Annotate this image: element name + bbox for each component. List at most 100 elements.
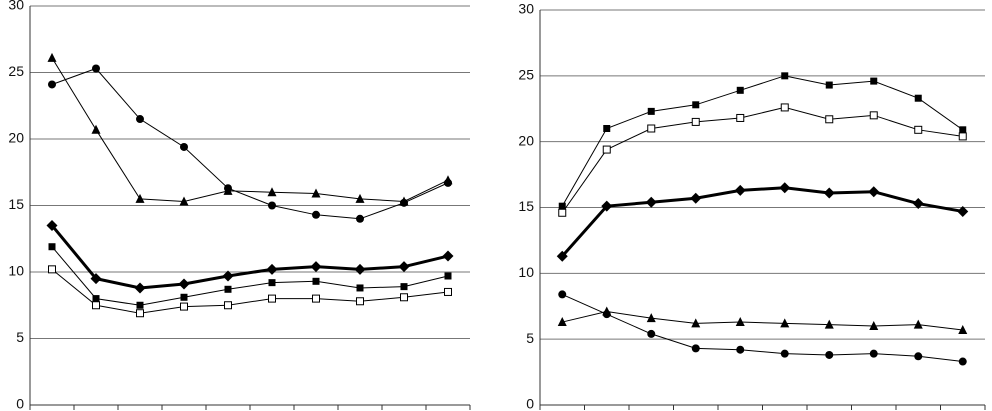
y-tick-label: 15 <box>518 198 534 214</box>
point <box>399 196 409 206</box>
point <box>310 261 322 273</box>
line <box>51 246 449 306</box>
point <box>267 187 277 197</box>
point <box>180 293 188 301</box>
point <box>224 285 232 293</box>
line <box>561 75 964 207</box>
point <box>47 52 57 62</box>
point <box>690 192 702 204</box>
point <box>266 263 278 275</box>
point <box>736 113 745 122</box>
point <box>957 205 969 217</box>
point <box>558 290 567 299</box>
point <box>134 282 146 294</box>
point <box>179 196 189 206</box>
line <box>562 293 963 363</box>
point <box>692 101 700 109</box>
point <box>869 111 878 120</box>
point <box>444 287 452 296</box>
point <box>48 80 56 89</box>
point <box>602 145 611 154</box>
point <box>868 186 880 198</box>
y-tick-label: 30 <box>8 0 24 13</box>
y-tick-label: 5 <box>526 330 534 346</box>
point <box>135 193 145 203</box>
point <box>914 94 922 102</box>
y-tick-label: 20 <box>518 132 534 148</box>
point <box>825 115 834 124</box>
point <box>355 193 365 203</box>
y-tick-label: 20 <box>8 130 24 146</box>
point <box>311 188 321 198</box>
point <box>92 64 100 73</box>
point <box>557 317 567 327</box>
line <box>51 57 449 203</box>
point <box>48 243 56 251</box>
point <box>92 295 100 303</box>
point <box>444 272 452 280</box>
point <box>736 86 744 94</box>
point <box>356 284 364 292</box>
point <box>90 273 102 285</box>
point <box>958 132 967 141</box>
point <box>647 124 656 133</box>
point <box>180 302 188 311</box>
y-tick-label: 10 <box>8 263 24 279</box>
point <box>398 261 410 273</box>
line <box>561 186 964 258</box>
point <box>913 319 923 329</box>
point <box>556 250 568 262</box>
point <box>136 115 144 124</box>
point <box>91 124 101 134</box>
point <box>734 184 746 196</box>
point <box>268 201 276 210</box>
y-tick-label: 30 <box>518 1 534 17</box>
point <box>223 185 233 195</box>
point <box>442 250 454 262</box>
point <box>312 210 320 219</box>
point <box>443 175 453 185</box>
point <box>825 350 834 359</box>
point <box>400 293 408 302</box>
y-tick-label: 25 <box>518 67 534 83</box>
point <box>647 329 656 338</box>
point <box>823 187 835 199</box>
point <box>912 198 924 210</box>
point <box>645 196 657 208</box>
point <box>224 301 232 310</box>
point <box>356 214 364 223</box>
point <box>268 279 276 287</box>
point <box>601 200 613 212</box>
point <box>959 126 967 134</box>
point <box>736 345 745 354</box>
y-tick-label: 5 <box>16 329 24 345</box>
line <box>51 268 449 314</box>
point <box>914 125 923 134</box>
point <box>691 117 700 126</box>
point <box>558 208 567 217</box>
point <box>603 125 611 132</box>
point <box>825 81 833 89</box>
point <box>268 294 276 303</box>
y-tick-label: 25 <box>8 63 24 79</box>
line <box>51 67 449 220</box>
line <box>562 311 963 331</box>
point <box>870 77 878 85</box>
point <box>958 357 967 366</box>
point <box>735 317 745 327</box>
point <box>780 103 789 112</box>
y-tick-label: 15 <box>8 196 24 212</box>
point <box>779 182 791 194</box>
point <box>914 352 923 361</box>
point <box>136 309 144 318</box>
point <box>958 324 968 334</box>
line <box>561 106 963 214</box>
point <box>646 313 656 323</box>
point <box>400 283 408 291</box>
point <box>356 297 364 306</box>
point <box>558 202 566 210</box>
point <box>780 349 789 358</box>
y-tick-label: 10 <box>518 264 534 280</box>
